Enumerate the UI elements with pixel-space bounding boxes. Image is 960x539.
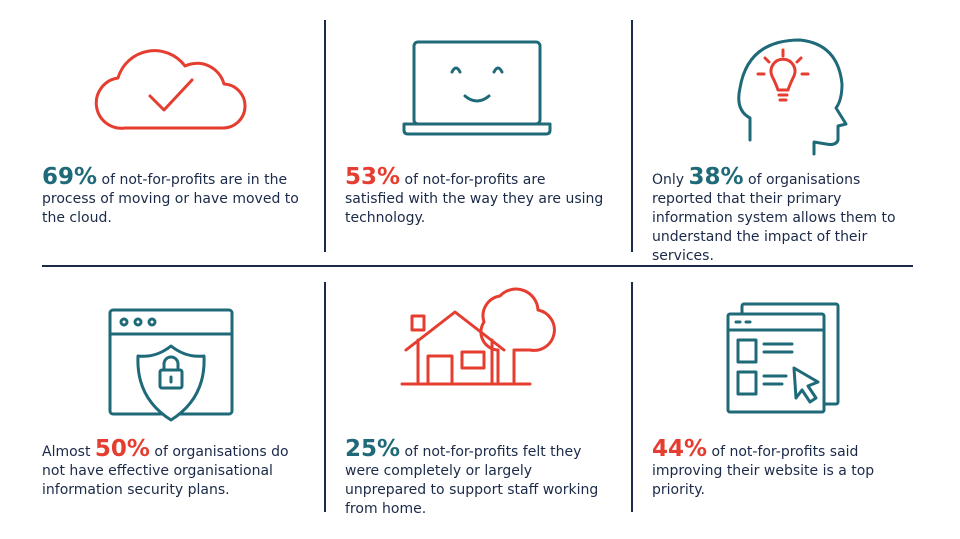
security-icon <box>108 308 234 422</box>
stat-text: of organisations reported that their pri… <box>652 172 896 264</box>
stat-text: of not-for-profits are satisfied with th… <box>345 172 604 226</box>
stat-card: Almost 50% of organisations do not have … <box>42 438 304 500</box>
stat-text: of not-for-profits are in the process of… <box>42 172 299 226</box>
stat-text: of not-for-profits said improving their … <box>652 444 875 498</box>
home-icon <box>400 287 556 386</box>
cloud-icon <box>94 49 247 130</box>
website-icon <box>726 302 840 414</box>
stat: 69% <box>42 164 98 190</box>
stat-card: Only 38% of organisations reported that … <box>652 166 914 266</box>
laptop-icon <box>402 40 552 136</box>
stat: 50% <box>94 436 150 462</box>
stat: 44% <box>652 436 708 462</box>
stat: 53% <box>345 164 401 190</box>
stat-text: of organisations do not have effective o… <box>42 444 289 498</box>
stat-card: 25% of not-for-profits felt they were co… <box>345 438 607 519</box>
stat-card: 69% of not-for-profits are in the proces… <box>42 166 304 228</box>
stat-card: 53% of not-for-profits are satisfied wit… <box>345 166 607 228</box>
stat-text: of not-for-profits felt they were comple… <box>345 444 599 517</box>
stat: 38% <box>688 164 744 190</box>
stat-prefix: Almost <box>42 444 91 460</box>
stat-card: 44% of not-for-profits said improving th… <box>652 438 914 500</box>
stat: 25% <box>345 436 401 462</box>
stat-prefix: Only <box>652 172 685 188</box>
head-icon <box>737 38 848 156</box>
